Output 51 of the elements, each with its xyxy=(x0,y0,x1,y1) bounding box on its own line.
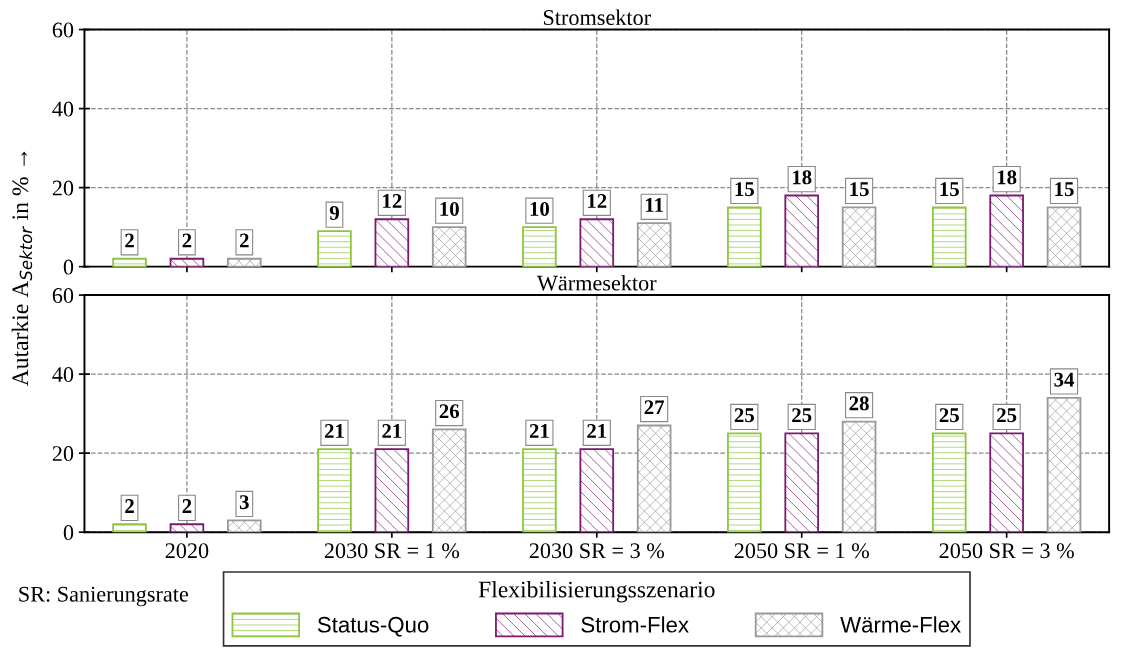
data-label: 34 xyxy=(1054,372,1075,387)
y-tick-label: 0 xyxy=(63,259,74,275)
x-tick-label: 2030 SR = 1 % xyxy=(324,543,460,559)
data-label: 26 xyxy=(439,404,460,419)
text: SR: Sanierungsrate xyxy=(19,586,189,607)
data-label: 21 xyxy=(587,424,607,438)
legend-label: Wärme-Flex xyxy=(840,616,961,633)
data-label: 27 xyxy=(644,400,665,415)
data-label: 2 xyxy=(239,233,249,248)
y-tick-label: 60 xyxy=(52,288,74,304)
data-label: 2 xyxy=(182,233,192,248)
data-label: 10 xyxy=(440,201,459,216)
data-label: 15 xyxy=(1055,182,1074,197)
data-label: 18 xyxy=(792,170,812,185)
chart-title: Stromsektor xyxy=(543,9,651,26)
data-label: 12 xyxy=(383,194,402,208)
data-label: 25 xyxy=(997,408,1017,423)
y-tick-label: 60 xyxy=(52,22,74,38)
y-tick-label: 40 xyxy=(52,367,74,383)
x-tick-label: 2030 SR = 3 % xyxy=(529,543,665,559)
data-label: 12 xyxy=(588,194,607,208)
data-label: 15 xyxy=(735,182,754,197)
data-label: 9 xyxy=(329,205,339,220)
data-label: 15 xyxy=(850,182,869,197)
data-label: 25 xyxy=(939,408,959,423)
data-label: 3 xyxy=(239,495,249,510)
data-label: 2 xyxy=(182,499,192,513)
legend-label: Status-Quo xyxy=(317,616,429,637)
y-tick-label: 0 xyxy=(63,525,74,541)
x-tick-label: 2020 xyxy=(165,543,209,559)
y-tick-label: 40 xyxy=(52,101,74,117)
data-label: 18 xyxy=(997,170,1017,185)
data-label: 2 xyxy=(125,233,134,248)
legend-title: Flexibilisierungsszenario xyxy=(478,580,715,603)
data-label: 25 xyxy=(792,408,812,423)
data-label: 15 xyxy=(940,182,959,197)
data-label: 10 xyxy=(530,201,550,216)
x-tick-label: 2050 SR = 1 % xyxy=(734,543,869,559)
data-label: 2 xyxy=(125,499,134,513)
y-axis-title: Autarkie A$_{Sektor}$ in % → xyxy=(11,151,33,387)
data-label: 21 xyxy=(529,424,549,438)
chart-title: Wärmesektor xyxy=(536,274,657,291)
data-label: 21 xyxy=(324,424,344,438)
data-label: 28 xyxy=(849,396,869,411)
x-tick-label: 2050 SR = 3 % xyxy=(939,543,1074,559)
y-tick-label: 20 xyxy=(52,180,74,196)
data-label: 11 xyxy=(645,198,663,212)
data-label: 21 xyxy=(382,424,402,438)
legend-label: Strom-Flex xyxy=(581,616,689,633)
y-tick-label: 20 xyxy=(52,446,74,462)
data-label: 25 xyxy=(734,408,754,423)
